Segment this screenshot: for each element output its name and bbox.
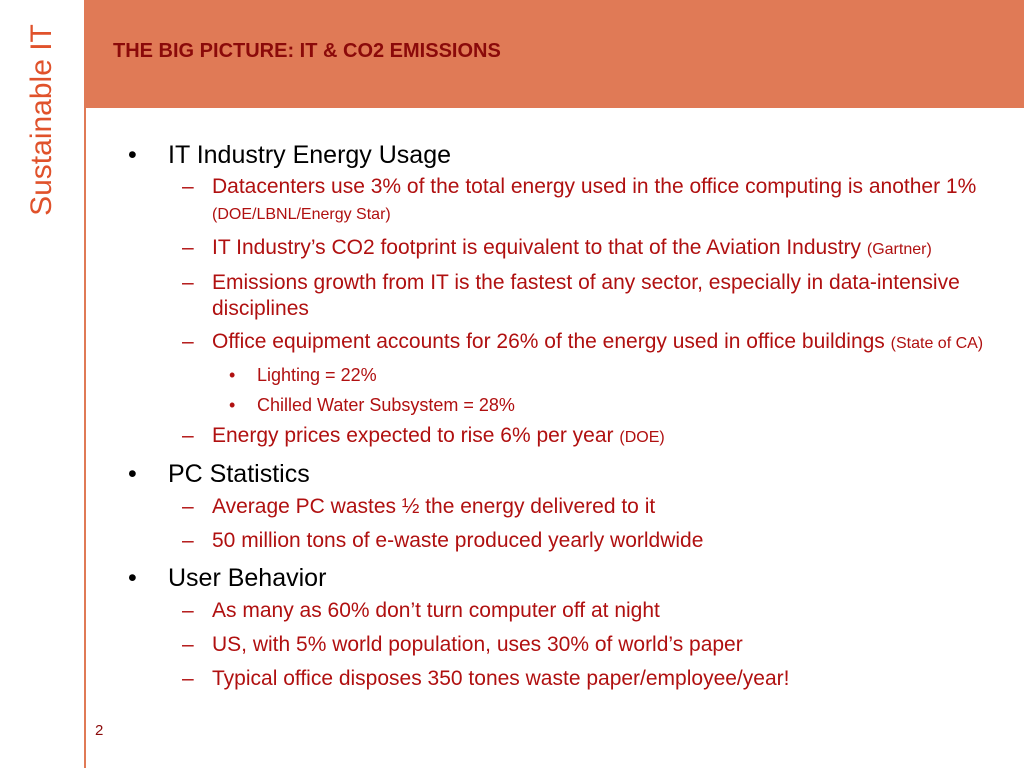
sub-sub-bullet-lighting: • Lighting = 22% bbox=[128, 363, 1013, 387]
sub-bullet-text: US, with 5% world population, uses 30% o… bbox=[212, 633, 743, 656]
dash-marker: – bbox=[182, 236, 194, 259]
sub-bullet-text: Emissions growth from IT is the fastest … bbox=[212, 271, 960, 320]
sub-bullet-text: Datacenters use 3% of the total energy u… bbox=[212, 175, 977, 198]
bullet-marker: • bbox=[128, 141, 137, 169]
slide-title: THE BIG PICTURE: IT & CO2 EMISSIONS bbox=[113, 40, 501, 62]
dash-marker: – bbox=[182, 424, 194, 447]
bullet-it-energy-usage: • IT Industry Energy Usage bbox=[128, 140, 1013, 171]
sub-bullet-text: 50 million tons of e-waste produced year… bbox=[212, 529, 704, 552]
sub-sub-bullet-chilled-water: • Chilled Water Subsystem = 28% bbox=[128, 393, 1013, 417]
dash-marker: – bbox=[182, 271, 194, 294]
dash-marker: – bbox=[182, 633, 194, 656]
bullet-text: User Behavior bbox=[168, 564, 327, 592]
dash-marker: – bbox=[182, 529, 194, 552]
bullet-marker: • bbox=[229, 365, 236, 385]
bullet-text: IT Industry Energy Usage bbox=[168, 141, 452, 169]
sub-bullet-text: As many as 60% don’t turn computer off a… bbox=[212, 599, 660, 622]
dash-marker: – bbox=[182, 667, 194, 690]
dash-marker: – bbox=[182, 495, 194, 518]
sub-bullet-co2-footprint: – IT Industry’s CO2 footprint is equival… bbox=[128, 235, 1013, 263]
sub-bullet-us-paper: – US, with 5% world population, uses 30%… bbox=[128, 632, 1013, 658]
slide-content: • IT Industry Energy Usage – Datacenters… bbox=[128, 140, 1013, 692]
sub-bullet-computer-off: – As many as 60% don’t turn computer off… bbox=[128, 598, 1013, 624]
sidebar-divider bbox=[84, 0, 86, 768]
sub-bullet-text: Office equipment accounts for 26% of the… bbox=[212, 330, 891, 353]
sub-sub-bullet-text: Lighting = 22% bbox=[257, 365, 377, 385]
citation: (DOE/LBNL/Energy Star) bbox=[212, 206, 391, 223]
sub-bullet-emissions-growth: – Emissions growth from IT is the fastes… bbox=[128, 270, 1013, 322]
header-band bbox=[85, 0, 1024, 108]
sub-bullet-e-waste: – 50 million tons of e-waste produced ye… bbox=[128, 528, 1013, 554]
slide-number: 2 bbox=[95, 722, 104, 739]
sub-bullet-datacenters: – Datacenters use 3% of the total energy… bbox=[128, 174, 1013, 228]
sub-bullet-office-equipment: – Office equipment accounts for 26% of t… bbox=[128, 329, 1013, 357]
sub-sub-bullet-text: Chilled Water Subsystem = 28% bbox=[257, 395, 515, 415]
citation: (Gartner) bbox=[866, 241, 932, 258]
sub-bullet-office-waste: – Typical office disposes 350 tones wast… bbox=[128, 666, 1013, 692]
bullet-pc-statistics: • PC Statistics bbox=[128, 459, 1013, 490]
bullet-marker: • bbox=[128, 460, 137, 488]
sub-bullet-text: IT Industry’s CO2 footprint is equivalen… bbox=[212, 236, 867, 259]
dash-marker: – bbox=[182, 599, 194, 622]
dash-marker: – bbox=[182, 175, 194, 198]
sub-bullet-energy-prices: – Energy prices expected to rise 6% per … bbox=[128, 423, 1013, 451]
sidebar-label: Sustainable IT bbox=[25, 24, 58, 216]
bullet-marker: • bbox=[229, 395, 236, 415]
dash-marker: – bbox=[182, 330, 194, 353]
sub-bullet-pc-wastes: – Average PC wastes ½ the energy deliver… bbox=[128, 494, 1013, 520]
sub-bullet-text: Typical office disposes 350 tones waste … bbox=[212, 667, 790, 690]
citation: (DOE) bbox=[619, 429, 665, 446]
bullet-marker: • bbox=[128, 564, 137, 592]
sidebar: Sustainable IT bbox=[0, 0, 84, 240]
citation: (State of CA) bbox=[890, 335, 984, 352]
bullet-user-behavior: • User Behavior bbox=[128, 563, 1013, 594]
sub-bullet-text: Energy prices expected to rise 6% per ye… bbox=[212, 424, 620, 447]
bullet-text: PC Statistics bbox=[168, 460, 310, 488]
sub-bullet-text: Average PC wastes ½ the energy delivered… bbox=[212, 495, 656, 518]
